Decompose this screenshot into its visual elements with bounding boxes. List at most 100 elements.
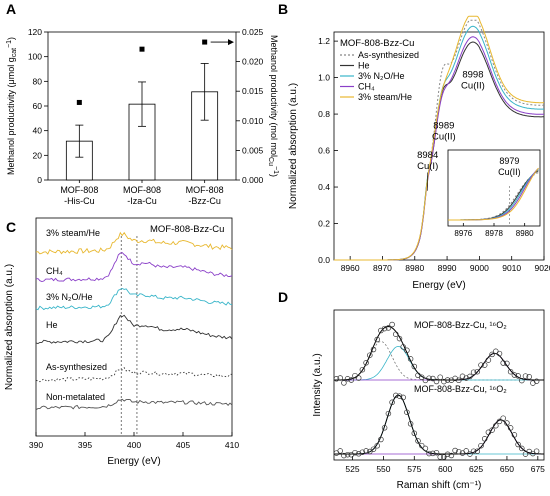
scatter-point [76,99,82,105]
x-tick-label: 600 [438,464,452,474]
data-point [370,346,377,353]
data-point [433,449,440,456]
subplot-label: MOF-808-Bzz-Cu, ¹⁶O₂ [414,384,507,394]
series-line [35,252,233,282]
y-tick-label-left: 60 [33,101,43,111]
series-line [35,398,233,411]
panel-a-ylabel-left: Methanol productivity (μmol gcat−1) [6,37,18,175]
data-point [389,321,395,328]
x-tick-label: 575 [407,464,421,474]
data-point [433,378,440,385]
annotation: Cu(II) [432,132,456,143]
series-line [35,288,233,311]
inset-x-tick-label: 8978 [485,229,503,238]
data-point [504,360,510,367]
data-point [500,415,506,421]
panel-b-chart: Normalized absorption (a.u.) Energy (eV)… [288,15,550,291]
series-line [334,15,544,261]
x-tick-label: 9000 [470,263,489,273]
data-point [526,374,532,380]
data-point [463,375,469,381]
panel-b-frame [333,31,545,261]
data-point [400,394,406,401]
panel-d-xlabel: Raman shift (cm⁻¹) [397,480,482,491]
panel-c-chart: Normalized absorption (a.u.) Energy (eV)… [4,217,239,467]
data-point [470,448,477,454]
subplot-label: MOF-808-Bzz-Cu, ¹⁶O₂ [414,320,507,330]
y-tick-label: 0.2 [318,219,330,229]
legend-entry: 3% N₂O/He [358,71,405,81]
x-tick-label: 8990 [438,263,457,273]
data-point [430,450,436,457]
y-tick-label: 0.6 [318,146,330,156]
data-point [422,445,429,452]
x-tick-label: 625 [469,464,483,474]
data-point [348,377,355,383]
x-tick-label: -Iza-Cu [127,196,157,206]
scatter-point [139,46,145,52]
data-point [363,360,369,366]
x-tick-label: 650 [500,464,514,474]
data-point [407,421,414,427]
data-point [444,451,451,458]
data-point [437,374,443,380]
y-tick-label-left: 0 [37,175,42,185]
data-point [337,448,343,454]
data-point [441,378,447,385]
data-point [418,442,425,449]
inset-x-tick-label: 8980 [516,229,534,238]
series-label: He [46,320,58,330]
data-point [496,350,503,357]
panel-d-ylabel: Intensity (a.u.) [312,353,323,416]
series-line [35,314,233,344]
x-tick-label: 390 [29,440,43,450]
data-point [448,452,455,459]
y-tick-label-left: 120 [28,27,42,37]
data-point [381,425,388,431]
panel-d-frame [333,309,545,461]
y-tick-label: 0.8 [318,109,330,119]
annotation: Cu(II) [461,81,485,92]
annotation: 8984 [417,150,438,161]
series-label: Non-metalated [46,392,105,402]
panel-a-ylabel-right: Methanol productivity (mol molCu−1) [267,35,279,177]
annotation: Cu(I) [417,161,438,172]
data-point [533,448,540,454]
data-point [378,436,384,443]
data-point [355,451,362,457]
data-point [359,366,366,373]
data-point [393,331,399,337]
data-point [456,448,462,455]
data-point [504,420,510,426]
data-point [478,362,484,368]
y-tick-label-right: 0.000 [242,175,264,185]
data-point [415,438,421,444]
data-point [355,375,362,381]
data-point [463,448,469,454]
y-tick-label-left: 100 [28,52,42,62]
data-point [489,351,495,358]
data-point [396,393,403,399]
y-tick-label-right: 0.025 [242,27,264,37]
data-point [344,376,351,382]
data-point [367,352,373,358]
inset-annotation: 8979 [499,156,519,166]
legend-entry: 3% steam/He [358,92,412,102]
x-tick-label: 400 [127,440,141,450]
data-point [426,450,432,457]
x-tick-label: 550 [376,464,390,474]
inset-x-tick-label: 8976 [454,229,472,238]
panel-c-ylabel: Normalized absorption (a.u.) [4,264,15,390]
y-tick-label: 1.2 [318,36,330,46]
inset-series-line [448,167,539,221]
data-point [444,377,451,383]
data-point [418,374,425,380]
data-point [515,373,521,379]
annotation: 8998 [462,70,483,81]
data-point [352,449,358,456]
panel-c-title: MOF-808-Bzz-Cu [150,224,224,235]
data-point [407,356,414,362]
x-tick-label: -Bzz-Cu [188,196,221,206]
panel-label-c: C [6,219,16,235]
